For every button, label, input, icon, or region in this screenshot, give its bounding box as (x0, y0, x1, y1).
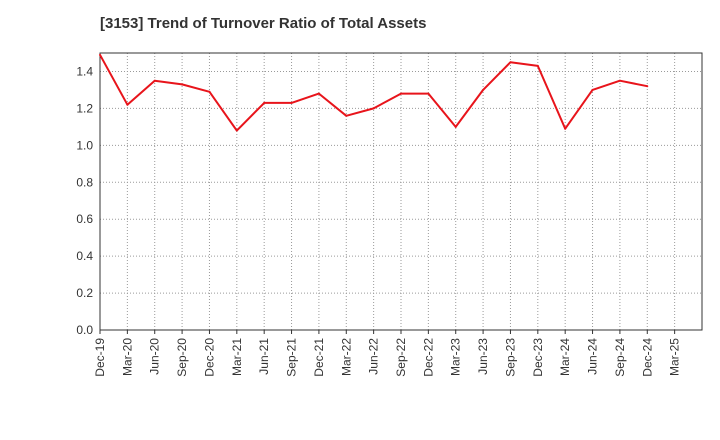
data-point (208, 90, 211, 93)
y-tick-label: 1.4 (76, 64, 93, 78)
data-point (235, 129, 238, 132)
x-tick-label: Jun-20 (148, 338, 162, 375)
data-point (454, 125, 457, 128)
y-tick-label: 0.0 (76, 323, 93, 337)
data-point (427, 92, 430, 95)
data-point (153, 79, 156, 82)
x-tick-label: Mar-25 (668, 338, 682, 376)
y-tick-label: 0.2 (76, 286, 93, 300)
y-tick-label: 0.8 (76, 175, 93, 189)
x-tick-label: Sep-24 (613, 338, 627, 377)
data-point (181, 83, 184, 86)
chart-title: [3153] Trend of Turnover Ratio of Total … (100, 15, 427, 32)
data-point (126, 103, 129, 106)
data-point (646, 85, 649, 88)
data-point (400, 92, 402, 95)
x-tick-label: Dec-21 (312, 338, 326, 377)
x-tick-label: Jun-24 (586, 338, 600, 375)
data-point (482, 88, 485, 91)
data-point (345, 114, 348, 117)
data-point (263, 101, 266, 104)
x-tick-label: Sep-21 (285, 338, 299, 377)
data-point (99, 53, 101, 56)
y-tick-label: 0.4 (76, 249, 93, 263)
data-point (564, 127, 567, 130)
y-tick-label: 1.2 (76, 101, 93, 115)
x-tick-label: Jun-21 (257, 338, 271, 375)
x-tick-label: Dec-22 (421, 338, 435, 377)
data-point (536, 64, 539, 67)
x-tick-label: Jun-22 (367, 338, 381, 375)
x-tick-label: Dec-20 (202, 338, 216, 377)
x-tick-label: Dec-19 (93, 338, 107, 377)
data-point (591, 88, 594, 91)
x-tick-label: Jun-23 (476, 338, 490, 375)
x-tick-label: Mar-23 (449, 338, 463, 376)
x-tick-label: Mar-21 (230, 338, 244, 376)
y-tick-label: 0.6 (76, 212, 93, 226)
y-tick-label: 1.0 (76, 138, 93, 152)
data-point (317, 92, 320, 95)
data-point (618, 79, 621, 82)
x-tick-label: Sep-23 (503, 338, 517, 377)
x-tick-label: Dec-23 (531, 338, 545, 377)
x-tick-label: Mar-22 (339, 338, 353, 376)
x-tick-label: Mar-24 (558, 338, 572, 376)
x-tick-label: Sep-20 (175, 338, 189, 377)
data-point (509, 61, 512, 64)
x-tick-label: Sep-22 (394, 338, 408, 377)
x-tick-label: Mar-20 (120, 338, 134, 376)
data-point (290, 101, 293, 104)
data-point (372, 107, 375, 110)
x-tick-label: Dec-24 (640, 338, 654, 377)
